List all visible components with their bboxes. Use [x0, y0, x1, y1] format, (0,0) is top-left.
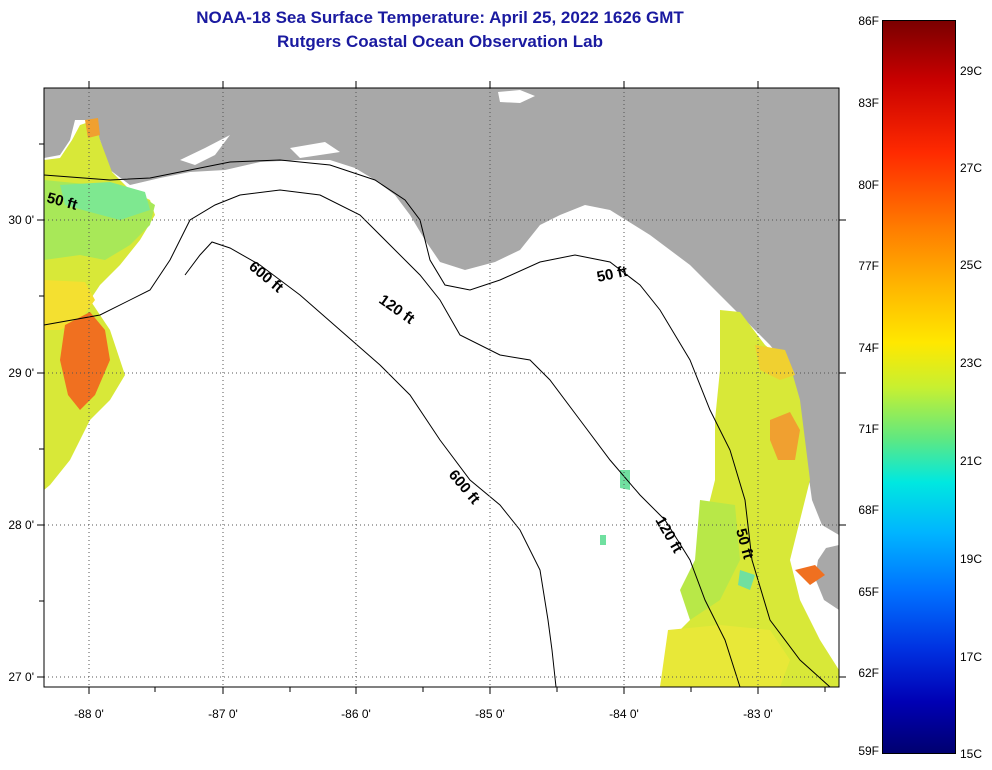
- colorbar-gradient: [882, 20, 956, 754]
- land-mass: [44, 88, 839, 535]
- colorbar: [882, 20, 956, 754]
- x-tick-label: -84 0': [609, 707, 639, 721]
- bathymetry-contours: [43, 159, 831, 688]
- colorbar-f-label: 59F: [858, 744, 879, 758]
- map-frame: [43, 87, 840, 688]
- map-subtitle: Rutgers Coastal Ocean Observation Lab: [277, 32, 603, 51]
- x-tick-label: -85 0': [475, 707, 505, 721]
- colorbar-f-label: 83F: [858, 96, 879, 110]
- colorbar-f-label: 68F: [858, 503, 879, 517]
- x-tick-label: -83 0': [743, 707, 773, 721]
- y-tick-label: 28 0': [8, 518, 34, 532]
- colorbar-c-label: 15C: [960, 747, 983, 761]
- colorbar-f-label: 77F: [858, 259, 879, 273]
- map-title: NOAA-18 Sea Surface Temperature: April 2…: [196, 8, 684, 27]
- grid-lines: [44, 88, 839, 687]
- colorbar-f-label: 74F: [858, 341, 879, 355]
- y-tick-label: 30 0': [8, 213, 34, 227]
- colorbar-c-label: 21C: [960, 454, 983, 468]
- x-tick-label: -86 0': [341, 707, 371, 721]
- y-tick-label: 27 0': [8, 670, 34, 684]
- colorbar-c-label: 25C: [960, 258, 983, 272]
- axis-ticks: [37, 81, 846, 694]
- colorbar-c-label: 23C: [960, 356, 983, 370]
- colorbar-f-label: 71F: [858, 422, 879, 436]
- bay-area-3: [290, 142, 340, 158]
- contour-label-50ft-north: 50 ft: [595, 263, 629, 286]
- colorbar-c-label: 17C: [960, 650, 983, 664]
- x-tick-label: -87 0': [208, 707, 238, 721]
- bay-area-2: [180, 135, 230, 165]
- bay-area: [498, 90, 535, 103]
- colorbar-f-label: 86F: [858, 14, 879, 28]
- contour-120ft-line: [43, 189, 741, 688]
- colorbar-f-label: 62F: [858, 666, 879, 680]
- y-tick-label: 29 0': [8, 366, 34, 380]
- colorbar-f-label: 65F: [858, 585, 879, 599]
- colorbar-f-label: 80F: [858, 178, 879, 192]
- colorbar-c-label: 29C: [960, 64, 983, 78]
- x-tick-label: -88 0': [74, 707, 104, 721]
- contour-50ft-line: [43, 159, 831, 688]
- contour-600ft-line: [184, 241, 557, 688]
- land-mass-south: [815, 545, 839, 610]
- colorbar-c-label: 19C: [960, 552, 983, 566]
- colorbar-c-label: 27C: [960, 161, 983, 175]
